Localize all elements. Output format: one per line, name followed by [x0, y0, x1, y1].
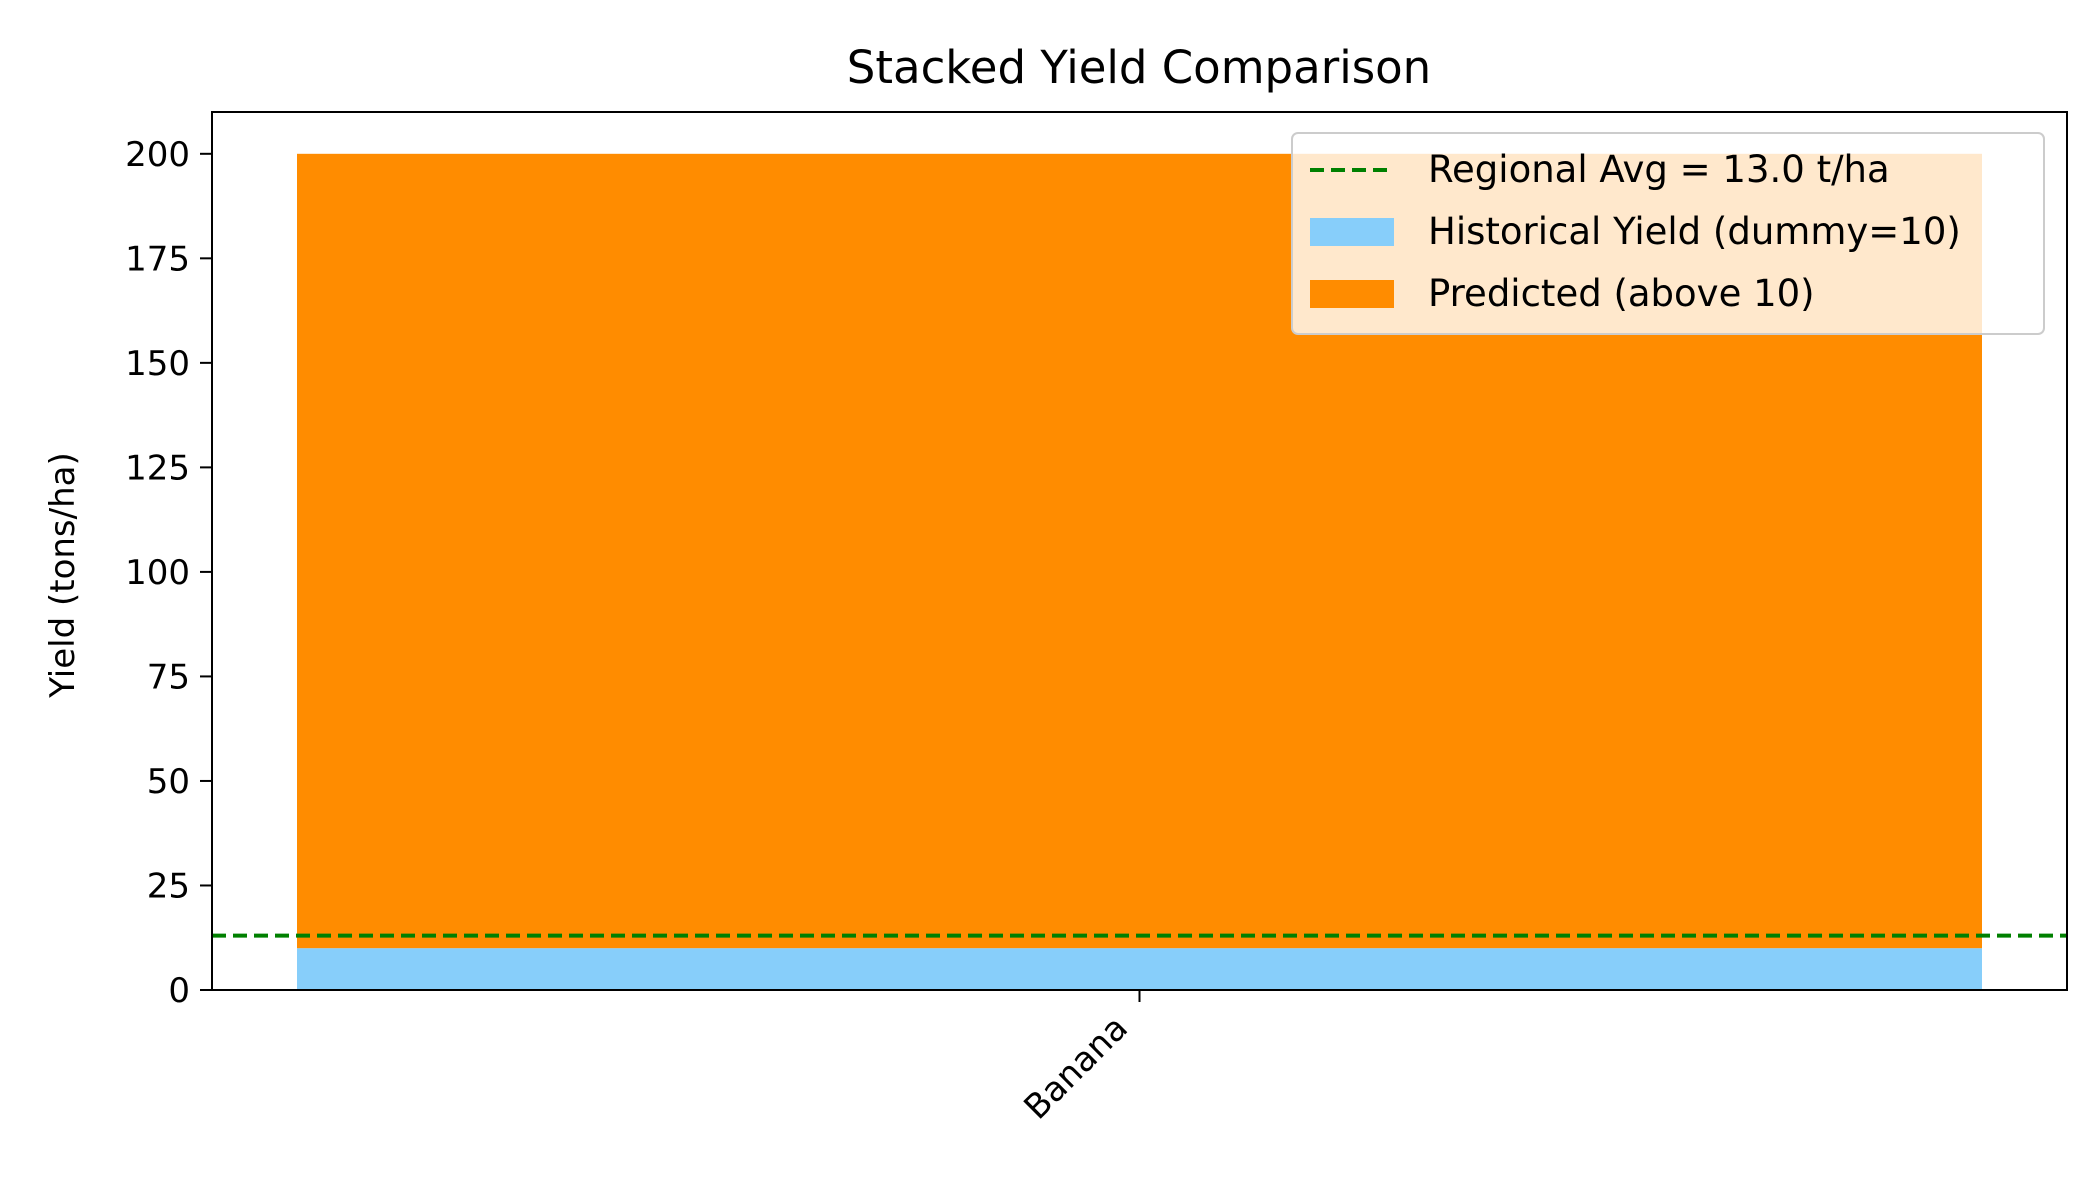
legend-box	[1291, 132, 2045, 335]
legend-swatch-historical	[1310, 218, 1394, 246]
legend-label-regional-average: Regional Avg = 13.0 t/ha	[1428, 148, 1890, 191]
chart-title: Stacked Yield Comparison	[847, 41, 1431, 94]
x-tick-label-banana: Banana	[1016, 1008, 1135, 1127]
y-tick-label-0: 0	[168, 971, 190, 1011]
y-tick-label-75: 75	[147, 657, 190, 697]
y-tick-label-50: 50	[147, 762, 190, 802]
legend-swatch-predicted	[1310, 280, 1394, 308]
y-tick-label-125: 125	[125, 448, 190, 488]
legend: Regional Avg = 13.0 t/ha Historical Yield…	[1291, 132, 2045, 335]
y-tick-label-100: 100	[125, 553, 190, 593]
y-tick-label-25: 25	[147, 866, 190, 906]
y-tick-label-175: 175	[125, 239, 190, 279]
y-tick-label-200: 200	[125, 135, 190, 175]
plot-frame	[211, 111, 2068, 991]
legend-label-predicted: Predicted (above 10)	[1428, 272, 1815, 315]
bar-historical-banana	[297, 948, 1982, 990]
y-axis-label: Yield (tons/ha)	[43, 452, 83, 699]
legend-label-historical: Historical Yield (dummy=10)	[1428, 210, 1961, 253]
y-tick-label-150: 150	[125, 344, 190, 384]
